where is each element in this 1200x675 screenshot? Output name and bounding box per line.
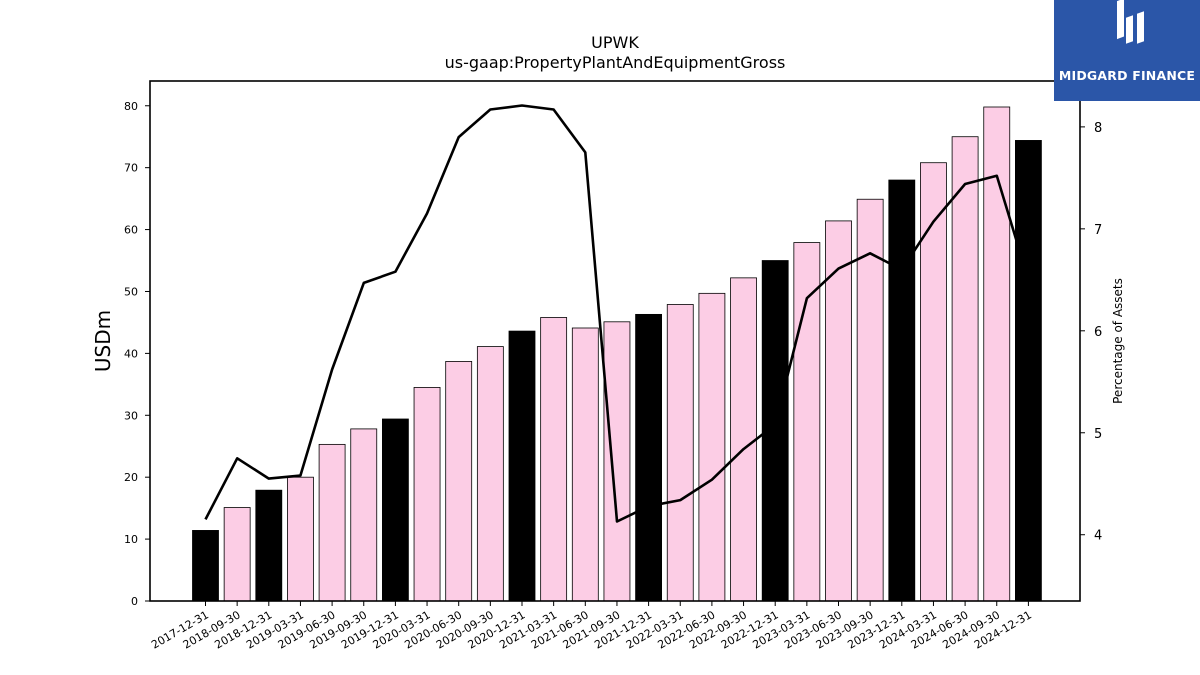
y2-axis-label: Percentage of Assets <box>1111 278 1125 404</box>
y2-tick-label: 7 <box>1094 223 1102 238</box>
y-tick-label: 20 <box>124 471 138 484</box>
bar-2020-03-31 <box>413 387 441 602</box>
bar-2019-03-31 <box>287 476 314 602</box>
bar-2021-03-31 <box>540 317 568 602</box>
bar-2021-09-30 <box>603 321 631 602</box>
bars-group <box>192 106 1042 602</box>
percentage-of-assets-line <box>204 104 1030 523</box>
bar-2019-09-30 <box>350 428 378 602</box>
bar-2019-06-30 <box>318 443 346 602</box>
midgard-logo-icon <box>1117 0 1144 56</box>
y2-tick-label: 4 <box>1094 529 1102 544</box>
bar-2020-12-31 <box>508 330 536 602</box>
y-tick-label: 30 <box>124 409 138 422</box>
y-tick-label: 10 <box>124 533 138 546</box>
bar-2023-09-30 <box>856 198 884 602</box>
y-tick-label: 80 <box>124 100 138 113</box>
bar-2022-06-30 <box>698 292 726 602</box>
midgard-finance-logo: MIDGARD FINANCE <box>1054 0 1200 101</box>
line-group <box>204 104 1030 523</box>
bar-2022-03-31 <box>666 304 694 602</box>
bar-2021-06-30 <box>571 327 599 602</box>
chart-subtitle: us-gaap:PropertyPlantAndEquipmentGross <box>445 53 786 72</box>
y-tick-label: 50 <box>124 285 138 298</box>
bar-2017-12-31 <box>192 530 219 602</box>
y-tick-label: 70 <box>124 162 138 175</box>
plot-frame <box>149 80 1081 602</box>
bar-2023-03-31 <box>793 242 821 602</box>
bar-2023-12-31 <box>888 179 916 602</box>
bar-2024-12-31 <box>1015 140 1042 602</box>
bar-2020-09-30 <box>476 346 504 602</box>
bar-2019-12-31 <box>381 418 409 602</box>
y-tick-label: 40 <box>124 347 138 360</box>
bar-2024-09-30 <box>983 106 1011 602</box>
y-tick-label: 0 <box>131 595 138 608</box>
logo-text: MIDGARD FINANCE <box>1058 68 1196 83</box>
bar-2018-09-30 <box>223 507 251 602</box>
y-axis-label: USDm <box>91 310 115 372</box>
bar-2024-06-30 <box>951 136 979 602</box>
bar-2022-09-30 <box>730 277 757 602</box>
y-tick-label: 60 <box>124 224 138 237</box>
chart-title: UPWK <box>591 33 639 52</box>
bar-2024-03-31 <box>920 162 947 602</box>
bar-2020-06-30 <box>445 361 473 602</box>
bar-2018-12-31 <box>255 489 283 602</box>
y2-tick-label: 5 <box>1094 427 1102 442</box>
bar-2021-12-31 <box>635 313 662 602</box>
bar-2023-06-30 <box>825 220 852 602</box>
y2-tick-label: 6 <box>1094 325 1102 340</box>
y2-tick-label: 8 <box>1094 121 1102 136</box>
